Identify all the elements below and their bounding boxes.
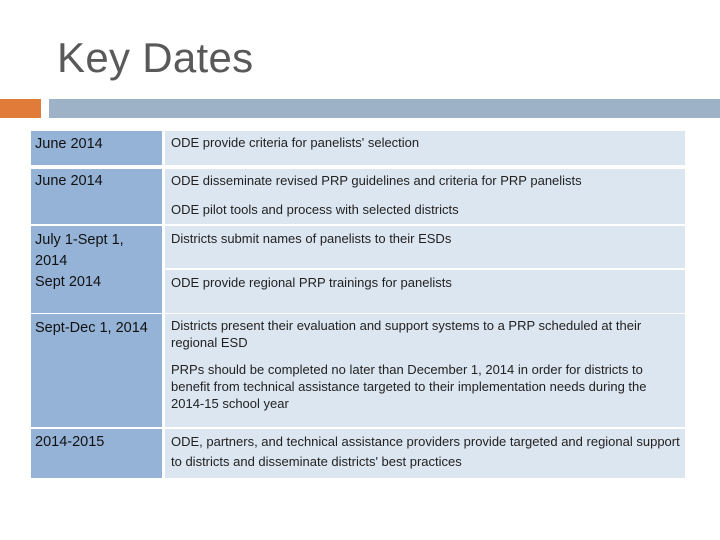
date-cell: June 2014 [31,169,162,224]
description-text: Districts present their evaluation and s… [171,318,642,350]
description-cell: ODE disseminate revised PRP guidelines a… [165,169,685,224]
date-cell: 2014-2015 [31,429,162,478]
date-text: Sept-Dec 1, 2014 [35,320,148,336]
accent-bar-blue [49,99,720,118]
row-divider [165,268,685,270]
description-cell: ODE, partners, and technical assistance … [165,429,685,478]
date-cell: July 1-Sept 1, 2014 Sept 2014 [31,226,162,313]
table-row: June 2014 ODE disseminate revised PRP gu… [31,169,685,224]
description-cell: Districts present their evaluation and s… [165,314,685,427]
description-text: ODE provide regional PRP trainings for p… [171,275,452,290]
date-text: June 2014 [35,173,103,189]
table-row: June 2014 ODE provide criteria for panel… [31,131,685,165]
description-text: ODE, partners, and technical assistance … [171,434,680,469]
key-dates-table: June 2014 ODE provide criteria for panel… [31,131,685,478]
table-row: 2014-2015 ODE, partners, and technical a… [31,429,685,478]
date-cell: Sept-Dec 1, 2014 [31,314,162,427]
description-text: ODE pilot tools and process with selecte… [171,202,459,217]
description-text: ODE provide criteria for panelists' sele… [171,135,420,150]
slide-title: Key Dates [57,34,254,81]
accent-bar-orange [0,99,41,118]
description-text: PRPs should be completed no later than D… [171,362,647,411]
table-row: Sept-Dec 1, 2014 Districts present their… [31,314,685,427]
description-cell: ODE provide criteria for panelists' sele… [165,131,685,165]
date-text: July 1-Sept 1, 2014 Sept 2014 [35,232,124,290]
date-cell: June 2014 [31,131,162,165]
description-text: Districts submit names of panelists to t… [171,231,452,246]
description-text: ODE disseminate revised PRP guidelines a… [171,173,582,188]
date-text: 2014-2015 [35,434,105,450]
table-row: July 1-Sept 1, 2014 Sept 2014 Districts … [31,226,685,313]
date-text: June 2014 [35,136,103,152]
